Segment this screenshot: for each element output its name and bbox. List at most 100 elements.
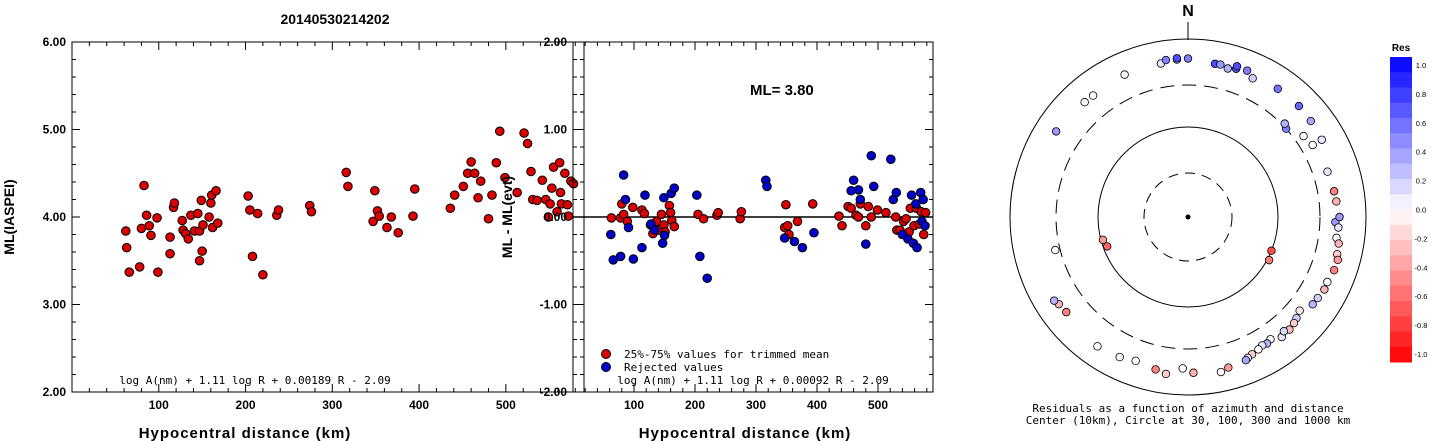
left-formula: log A(nm) + 1.11 log R + 0.00189 R - 2.0… bbox=[119, 374, 391, 387]
polar-point bbox=[1323, 277, 1332, 287]
polar-point bbox=[1334, 223, 1343, 232]
left-point-series-0 bbox=[273, 205, 284, 215]
middle-point-series-0 bbox=[881, 207, 891, 218]
polar-point bbox=[1332, 197, 1341, 206]
polar-point bbox=[1062, 307, 1071, 317]
left-point-series-0 bbox=[141, 210, 152, 221]
left-point-series-0 bbox=[124, 267, 135, 277]
left-point-series-0 bbox=[139, 180, 149, 191]
left-x-tick-label: 400 bbox=[409, 398, 429, 412]
middle-point-series-1 bbox=[911, 199, 921, 209]
polar-point bbox=[1161, 55, 1171, 65]
polar-point bbox=[1161, 369, 1171, 379]
middle-point-series-0 bbox=[901, 213, 911, 224]
colorbar-tick-label: 0.0 bbox=[1416, 206, 1426, 215]
middle-point-series-1 bbox=[912, 242, 922, 253]
left-x-ticks: 100 200 300 400 500 bbox=[88, 42, 576, 412]
polar-point bbox=[1308, 140, 1317, 150]
polar-point bbox=[1224, 363, 1233, 372]
left-point-series-0 bbox=[382, 222, 392, 233]
colorbar-cell bbox=[1390, 316, 1412, 332]
left-point-series-0 bbox=[243, 191, 253, 201]
left-point-series-0 bbox=[341, 167, 351, 178]
middle-y-tick-label: 2.00 bbox=[544, 35, 568, 49]
left-point-series-0 bbox=[194, 255, 205, 266]
ring-30km bbox=[1143, 172, 1233, 262]
left-point-series-0 bbox=[247, 251, 258, 262]
middle-point-series-0 bbox=[866, 212, 877, 222]
left-point-series-0 bbox=[120, 226, 131, 236]
middle-y-axis-label: ML - ML(evt) bbox=[499, 176, 515, 258]
middle-point-series-0 bbox=[698, 213, 709, 224]
left-point-series-0 bbox=[494, 126, 505, 137]
middle-point-series-1 bbox=[659, 230, 670, 241]
middle-point-series-1 bbox=[657, 238, 668, 249]
colorbar-tick-label: -0.8 bbox=[1415, 321, 1428, 330]
middle-point-series-1 bbox=[918, 194, 928, 205]
middle-point-series-0 bbox=[834, 211, 844, 221]
middle-point-series-1 bbox=[855, 194, 866, 205]
polar-point bbox=[1323, 167, 1332, 176]
left-point-series-0 bbox=[144, 220, 155, 231]
middle-y-tick-label: -2.00 bbox=[540, 385, 568, 399]
left-point-series-0 bbox=[560, 168, 570, 179]
left-point-series-0 bbox=[134, 262, 145, 272]
polar-point bbox=[1241, 356, 1251, 365]
left-y-tick-label: 5.00 bbox=[43, 123, 67, 137]
colorbar-cell bbox=[1390, 209, 1412, 226]
polar-point bbox=[1334, 239, 1343, 248]
middle-point-series-1 bbox=[886, 154, 896, 165]
polar-point bbox=[1254, 345, 1263, 354]
left-point-series-0 bbox=[449, 190, 460, 200]
polar-point bbox=[1216, 367, 1226, 377]
left-y-tick-label: 6.00 bbox=[43, 35, 67, 49]
middle-point-series-0 bbox=[861, 220, 871, 231]
middle-point-series-1 bbox=[637, 242, 647, 253]
left-point-series-0 bbox=[487, 190, 497, 200]
polar-point bbox=[1306, 116, 1316, 126]
middle-point-series-0 bbox=[669, 221, 680, 232]
middle-point-series-1 bbox=[868, 181, 879, 192]
center-dot bbox=[1185, 214, 1191, 220]
middle-point-series-0 bbox=[781, 199, 791, 210]
polar-point bbox=[1335, 212, 1344, 222]
colorbar-cell bbox=[1390, 118, 1412, 134]
middle-point-series-0 bbox=[853, 212, 864, 222]
legend-blue-marker bbox=[601, 362, 611, 372]
middle-point-series-0 bbox=[807, 199, 818, 209]
left-y-axis-label: ML(IASPEI) bbox=[1, 179, 17, 254]
colorbar-cell bbox=[1390, 194, 1412, 210]
polar-point bbox=[1308, 300, 1317, 309]
left-point-series-0 bbox=[537, 175, 548, 186]
colorbar-tick-label: 0.8 bbox=[1416, 90, 1426, 99]
colorbar-cell bbox=[1390, 331, 1412, 348]
middle-point-series-1 bbox=[891, 187, 902, 198]
left-x-tick-label: 500 bbox=[496, 398, 516, 412]
middle-x-axis-label: Hypocentral distance (km) bbox=[639, 425, 852, 441]
left-point-series-0 bbox=[152, 213, 162, 223]
middle-point-series-0 bbox=[837, 220, 847, 231]
left-point-series-0 bbox=[545, 199, 555, 209]
middle-panel: -2.00 -1.00 0.00 1.00 2.00 100 200 300 400 500 M… bbox=[499, 35, 934, 441]
middle-point-series-1 bbox=[762, 181, 772, 192]
polar-point bbox=[1329, 265, 1339, 275]
middle-point-series-0 bbox=[639, 208, 650, 219]
middle-point-series-1 bbox=[620, 194, 631, 205]
colorbar-cell bbox=[1390, 133, 1412, 149]
middle-point-series-1 bbox=[669, 183, 680, 193]
legend-red-marker bbox=[601, 349, 611, 359]
middle-point-series-1 bbox=[702, 273, 713, 284]
polar-point bbox=[1273, 84, 1282, 93]
colorbar-cell bbox=[1390, 285, 1412, 302]
polar-point bbox=[1295, 306, 1304, 315]
polar-point bbox=[1093, 342, 1102, 351]
middle-point-series-0 bbox=[606, 213, 617, 223]
middle-point-series-1 bbox=[920, 220, 930, 231]
left-point-series-0 bbox=[165, 232, 175, 242]
colorbar-cell bbox=[1390, 102, 1412, 119]
left-point-series-0 bbox=[491, 157, 502, 168]
colorbar-cell bbox=[1390, 179, 1412, 195]
left-point-series-0 bbox=[165, 248, 175, 259]
left-point-series-0 bbox=[206, 198, 216, 208]
polar-caption-line-2: Center (10km), Circle at 30, 100, 300 an… bbox=[1026, 414, 1351, 427]
